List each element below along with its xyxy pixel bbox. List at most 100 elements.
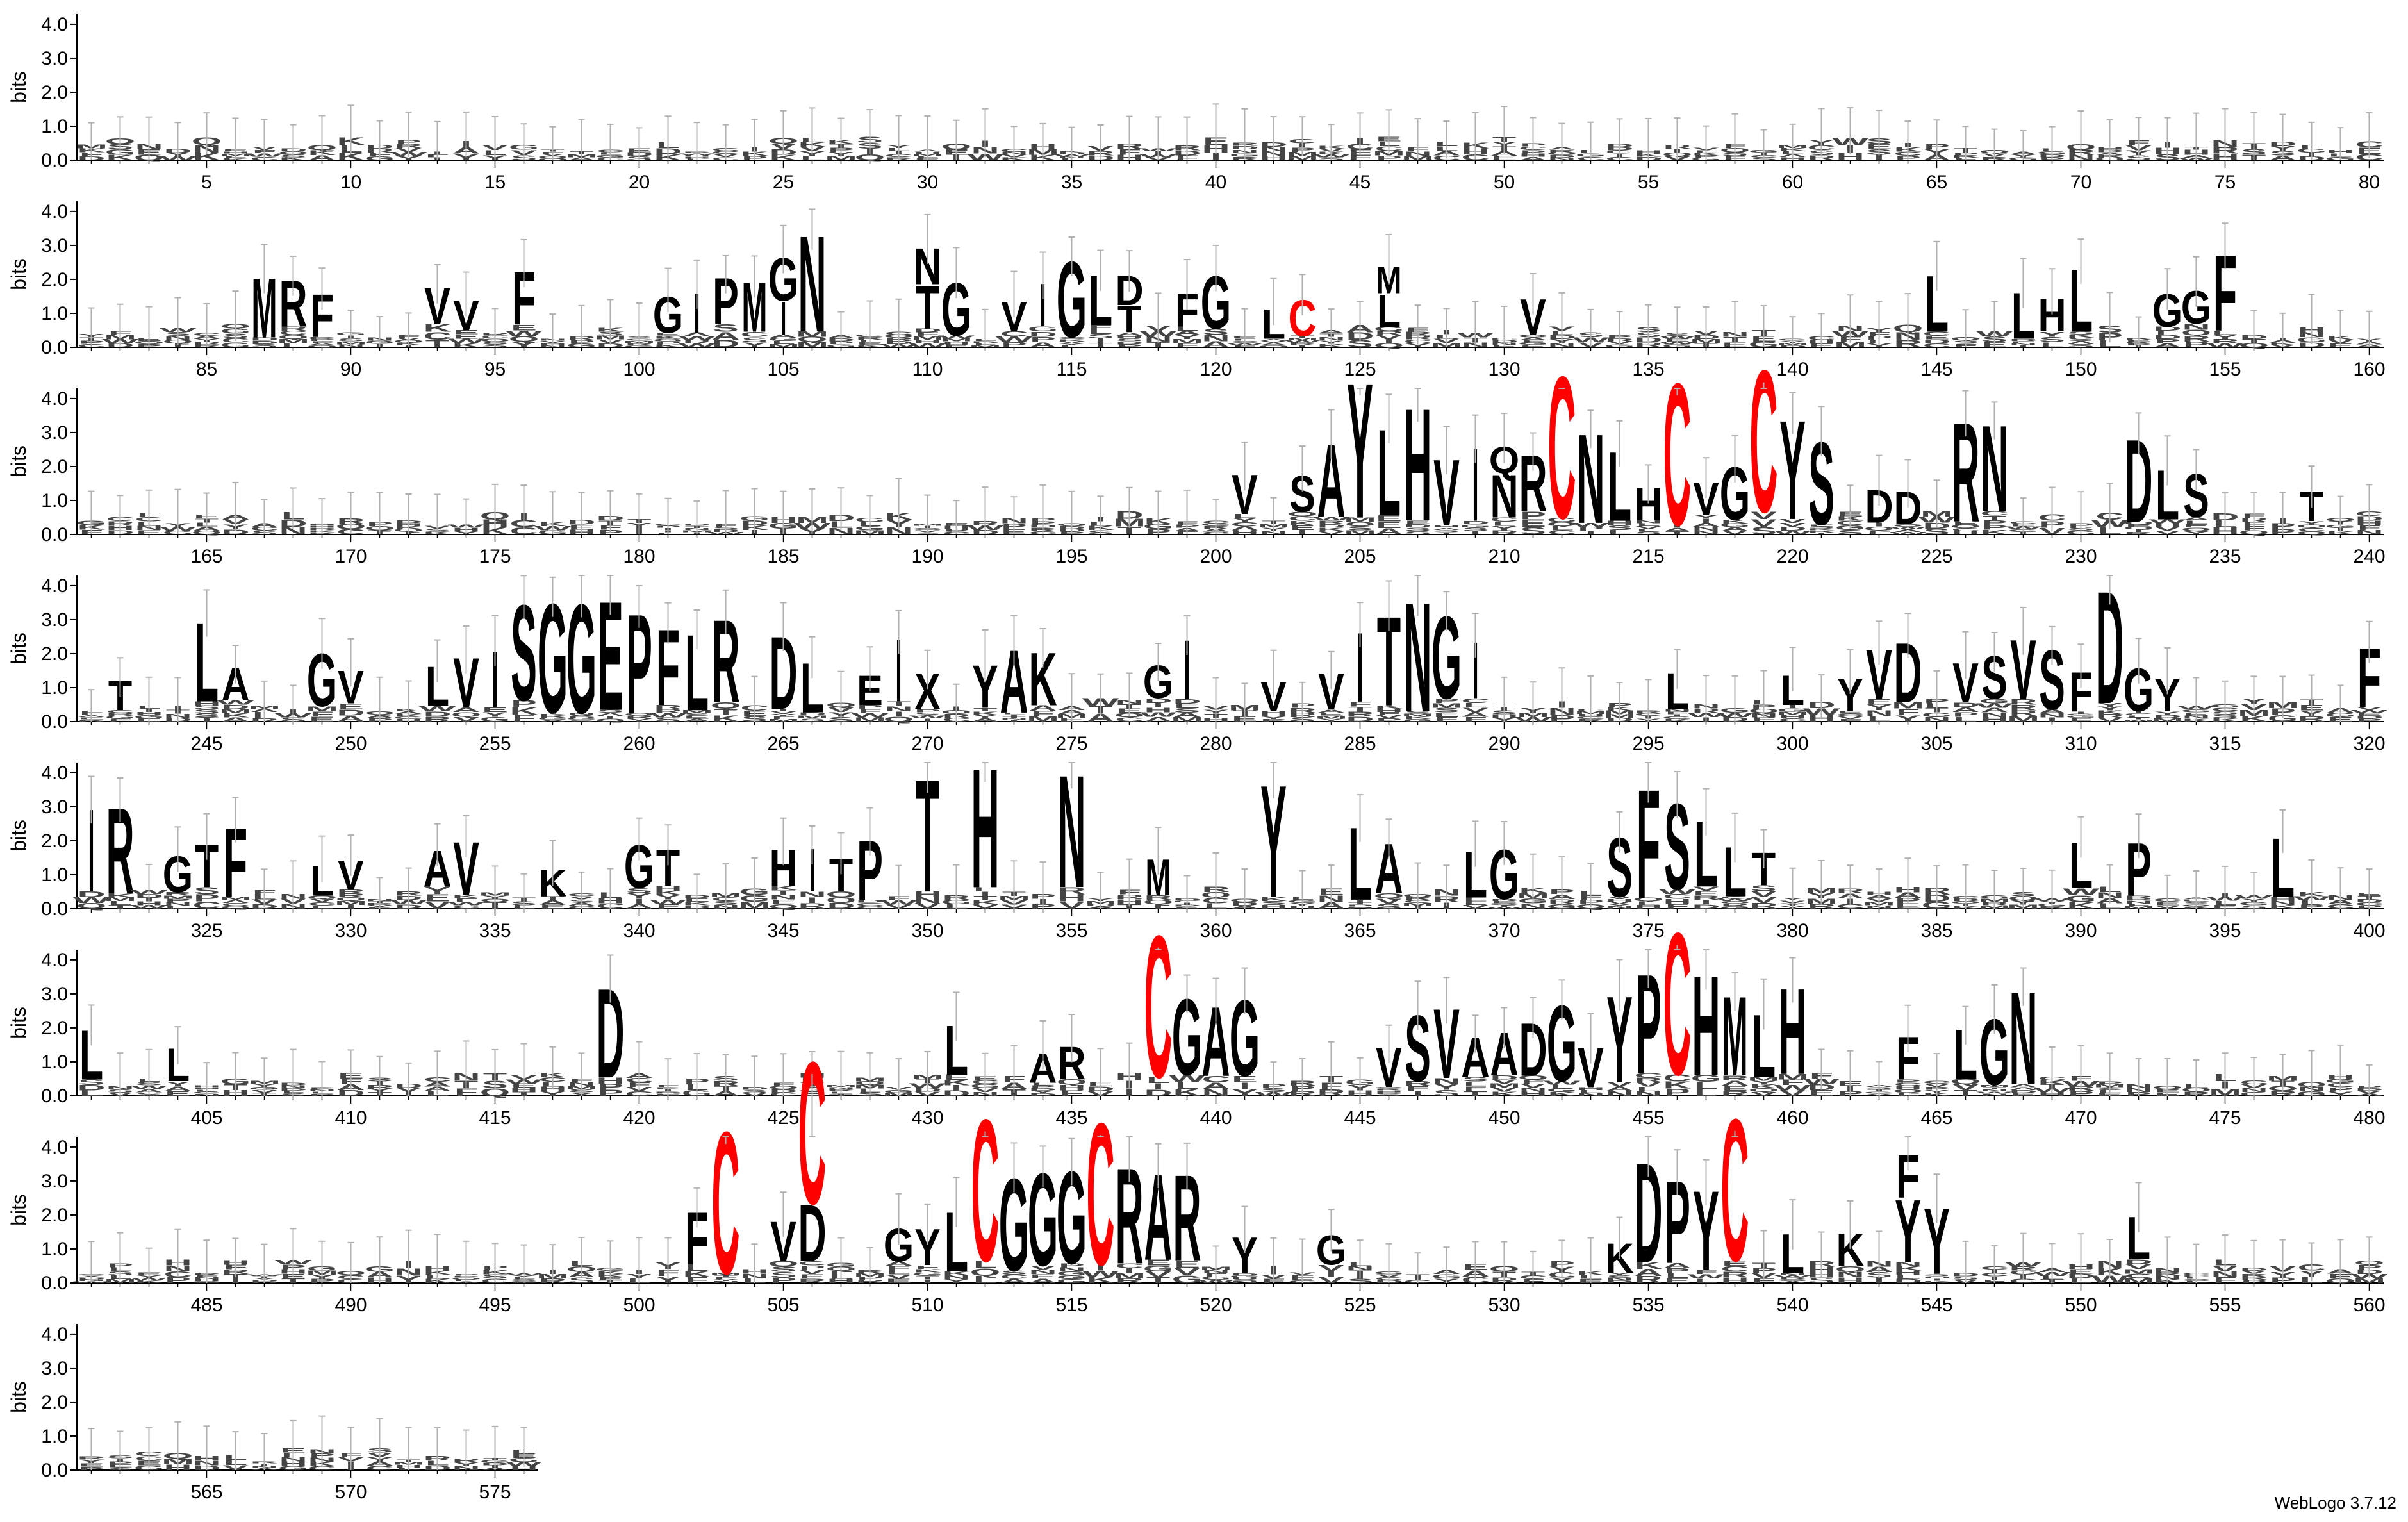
x-tick-label: 435 (1055, 1107, 1087, 1129)
logo-letter: E (2356, 712, 2382, 716)
logo-letter: Y (741, 341, 768, 349)
logo-letter: D (1144, 697, 1172, 704)
logo-letter: A (1259, 342, 1287, 345)
x-tick-label: 15 (484, 172, 506, 193)
logo-letter: C (221, 902, 249, 907)
logo-letter: Q (307, 895, 337, 900)
logo-letter: S (1837, 529, 1863, 536)
logo-letter: M (306, 705, 338, 713)
logo-letter: T (1002, 716, 1026, 718)
x-tick-label: 265 (767, 733, 799, 754)
logo-letter: D (336, 708, 365, 718)
x-tick-label: 455 (1632, 1107, 1664, 1129)
logo-letter: K (336, 151, 365, 163)
logo-letter: R (2095, 713, 2123, 719)
logo-letter: P (309, 338, 335, 342)
logo-letter: N (1865, 709, 1893, 718)
logo-letter: K (106, 893, 135, 898)
x-tick-label: 480 (2353, 1107, 2385, 1129)
logo-letter: Y (1866, 703, 1892, 712)
logo-letter: P (857, 704, 883, 710)
x-tick-label: 440 (1200, 1107, 1232, 1129)
logo-letter: G (768, 337, 799, 342)
logo-letter: F (1867, 530, 1891, 536)
x-tick-label: 95 (484, 359, 506, 380)
logo-letter: P (1433, 697, 1460, 704)
logo-letter: H (2211, 152, 2239, 162)
y-tick-label: 3.0 (41, 609, 68, 631)
logo-letter: D (1346, 715, 1374, 723)
logo-letter: V (2039, 526, 2065, 536)
logo-letter: I (345, 904, 356, 910)
logo-letter: A (1173, 711, 1201, 718)
logo-letter: L (1608, 529, 1631, 536)
logo-letter: E (1520, 517, 1546, 529)
logo-letter: Q (220, 905, 251, 909)
logo-letter: C (1144, 895, 1172, 1121)
x-tick-label: 100 (623, 359, 655, 380)
x-tick-label: 520 (1200, 1295, 1232, 1316)
logo-letter: V (1462, 706, 1489, 713)
x-tick-label: 305 (1920, 733, 1952, 754)
logo-letter: D (1922, 338, 1950, 344)
logo-letter: T (1348, 706, 1373, 713)
logo-letter: A (2153, 342, 2181, 349)
logo-letter: M (2122, 719, 2155, 722)
logo-letter: G (105, 715, 136, 720)
x-tick-label: 145 (1920, 359, 1952, 380)
x-tick-label: 335 (479, 920, 511, 941)
logo-letter: W (506, 329, 543, 338)
y-axis-title: bits (7, 633, 30, 665)
logo-letter: I (1472, 427, 1479, 543)
logo-letter: S (1635, 531, 1662, 536)
logo-letter: G (653, 338, 683, 342)
logo-letter: H (1144, 706, 1172, 713)
logo-letter: D (423, 710, 451, 718)
logo-letter: A (221, 716, 249, 723)
logo-letter: S (1174, 707, 1200, 714)
logo-letter: Q (1374, 342, 1404, 349)
logo-letter: R (2124, 531, 2152, 535)
logo-letter: I (2075, 711, 2086, 715)
y-tick-label: 0.0 (41, 524, 68, 545)
x-tick-label: 535 (1632, 1295, 1664, 1316)
logo-letter: K (654, 343, 682, 348)
x-tick-label: 65 (1926, 172, 1947, 193)
logo-letter: T (1665, 531, 1690, 536)
logo-letter: V (1318, 530, 1344, 535)
logo-letter: F (2156, 330, 2179, 336)
x-tick-label: 80 (2359, 172, 2380, 193)
logo-letter: S (1433, 707, 1460, 714)
logo-letter: P (1116, 343, 1142, 348)
logo-letter: H (1432, 525, 1460, 529)
logo-letter: D (2355, 715, 2383, 720)
logo-letter: T (1435, 532, 1458, 536)
logo-letter: Y (482, 711, 508, 718)
logo-letter: F (1377, 711, 1401, 716)
logo-letter: Q (884, 715, 914, 723)
logo-letter: E (1952, 521, 1979, 526)
y-tick-label: 1.0 (41, 677, 68, 699)
y-tick-label: 4.0 (41, 201, 68, 222)
logo-letter: T (425, 338, 449, 350)
logo-letter: M (796, 341, 829, 349)
logo-letter: Y (511, 340, 537, 349)
y-tick-label: 3.0 (41, 422, 68, 443)
logo-letter: A (1086, 711, 1114, 724)
x-tick-label: 215 (1632, 546, 1664, 567)
x-tick-label: 570 (334, 1482, 367, 1503)
logo-letter: M (1834, 341, 1867, 349)
logo-letter: G (2268, 713, 2298, 724)
logo-letter: H (1259, 711, 1287, 715)
logo-letter: A (1692, 522, 1720, 528)
logo-letter: D (1115, 341, 1143, 345)
logo-letter: G (538, 717, 568, 720)
logo-letter: Y (2298, 520, 2325, 525)
logo-letter: I (1787, 704, 1798, 709)
logo-letter: L (2040, 341, 2064, 349)
logo-letter: D (1461, 520, 1489, 525)
logo-letter: L (310, 905, 334, 910)
logo-letter: W (2207, 342, 2245, 349)
logo-letter: K (654, 335, 682, 340)
logo-letter: G (2066, 713, 2097, 716)
